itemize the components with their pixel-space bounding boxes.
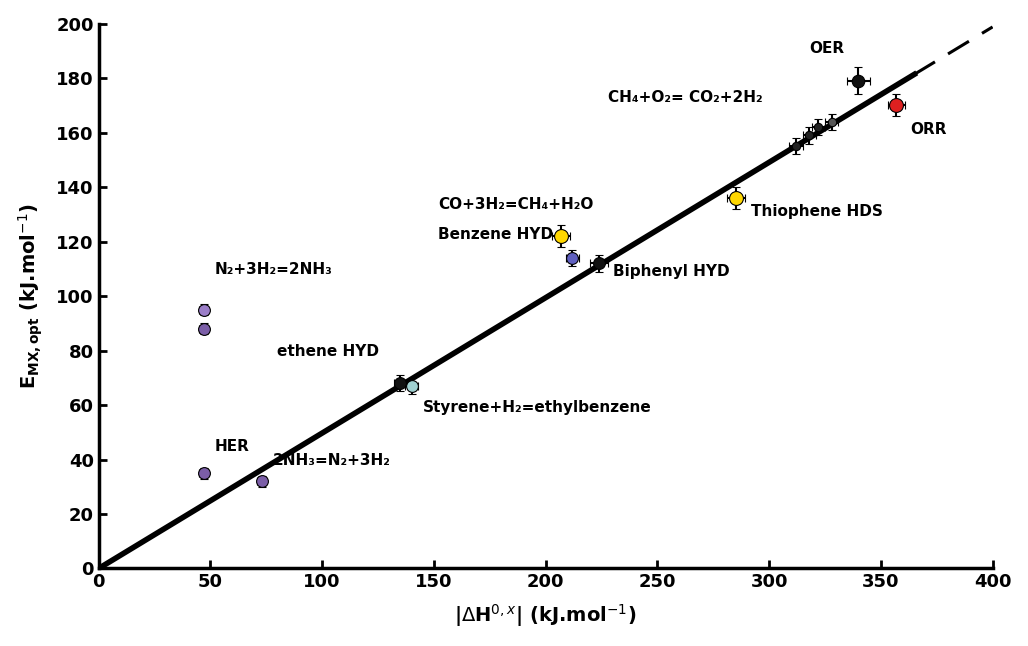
Text: CO+3H₂=CH₄+H₂O: CO+3H₂=CH₄+H₂O <box>438 196 594 212</box>
Text: ORR: ORR <box>910 122 947 138</box>
Text: HER: HER <box>215 439 250 454</box>
Y-axis label: E$_{\mathregular{MX,opt}}$ (kJ.mol$^{-1}$): E$_{\mathregular{MX,opt}}$ (kJ.mol$^{-1}… <box>16 203 45 389</box>
Text: Benzene HYD: Benzene HYD <box>438 227 553 242</box>
X-axis label: |$\Delta$H$^{0,x}$| (kJ.mol$^{-1}$): |$\Delta$H$^{0,x}$| (kJ.mol$^{-1}$) <box>454 603 636 629</box>
Text: 2NH₃=N₂+3H₂: 2NH₃=N₂+3H₂ <box>273 453 391 468</box>
Text: OER: OER <box>809 41 844 56</box>
Text: Thiophene HDS: Thiophene HDS <box>751 204 883 219</box>
Text: N₂+3H₂=2NH₃: N₂+3H₂=2NH₃ <box>215 262 333 277</box>
Text: Styrene+H₂=ethylbenzene: Styrene+H₂=ethylbenzene <box>423 400 652 415</box>
Text: Biphenyl HYD: Biphenyl HYD <box>613 264 729 279</box>
Text: CH₄+O₂= CO₂+2H₂: CH₄+O₂= CO₂+2H₂ <box>609 90 763 105</box>
Text: ethene HYD: ethene HYD <box>278 344 379 359</box>
